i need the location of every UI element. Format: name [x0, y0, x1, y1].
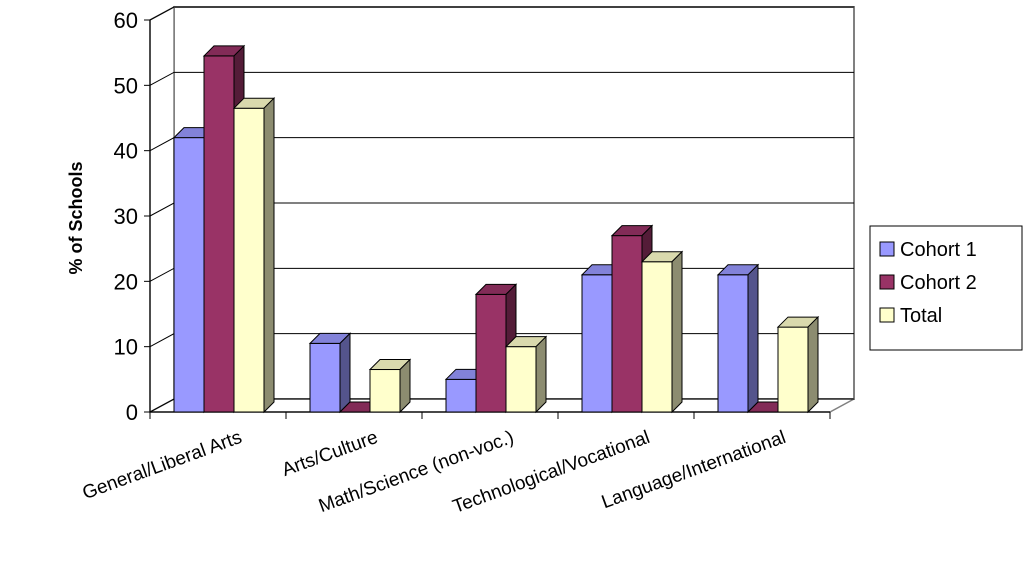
x-category-labels: General/Liberal Arts Arts/CultureMath/Sci…: [80, 427, 789, 518]
y-tick-label: 30: [114, 204, 138, 229]
bars: [172, 44, 820, 414]
x-category-label: General/Liberal Arts: [80, 427, 245, 504]
bar-front: [581, 274, 613, 413]
y-tick-labels: 0 10 20 30 40 50 60: [114, 8, 138, 425]
y-tick-label: 40: [114, 139, 138, 164]
bar-front: [203, 55, 235, 413]
bar-front: [475, 293, 507, 413]
legend: Cohort 1 Cohort 2 Total: [869, 225, 1023, 351]
bar-side: [339, 332, 351, 414]
bar-front: [233, 107, 265, 413]
bar-front: [505, 346, 537, 413]
legend-swatch: [879, 307, 895, 323]
bar-side: [747, 263, 759, 414]
bar: [716, 263, 760, 414]
x-category-label: Arts/Culture: [279, 427, 380, 481]
legend-label: Cohort 1: [900, 239, 977, 261]
y-tick-label: 10: [114, 335, 138, 360]
bar-side: [263, 96, 275, 414]
gridline: [149, 71, 854, 86]
bar-side: [671, 250, 683, 414]
y-tick-label: 20: [114, 269, 138, 294]
bar-front: [369, 369, 401, 413]
legend-box: [869, 225, 1023, 351]
bar: [368, 358, 412, 414]
legend-swatch: [879, 241, 895, 257]
y-tick-label: 60: [114, 8, 138, 33]
bar: [504, 335, 548, 414]
y-axis-title: % of Schools: [66, 161, 86, 274]
bar-front: [445, 378, 477, 413]
gridline: [149, 6, 854, 21]
y-tick-label: 50: [114, 73, 138, 98]
bar-front: [777, 326, 809, 413]
y-tick-label: 0: [126, 400, 138, 425]
bar-front: [641, 261, 673, 413]
bar-front: [717, 274, 749, 413]
bar-side: [535, 335, 547, 414]
bar-front: [611, 235, 643, 413]
bar: [308, 332, 352, 414]
bar-side: [807, 315, 819, 414]
bar: [232, 96, 276, 414]
bar: [640, 250, 684, 414]
bar-front: [309, 342, 341, 413]
bar: [776, 315, 820, 414]
bar-side: [399, 358, 411, 414]
bar-front: [173, 137, 205, 413]
legend-swatch: [879, 274, 895, 290]
legend-label: Cohort 2: [900, 272, 977, 294]
legend-label: Total: [900, 305, 942, 327]
